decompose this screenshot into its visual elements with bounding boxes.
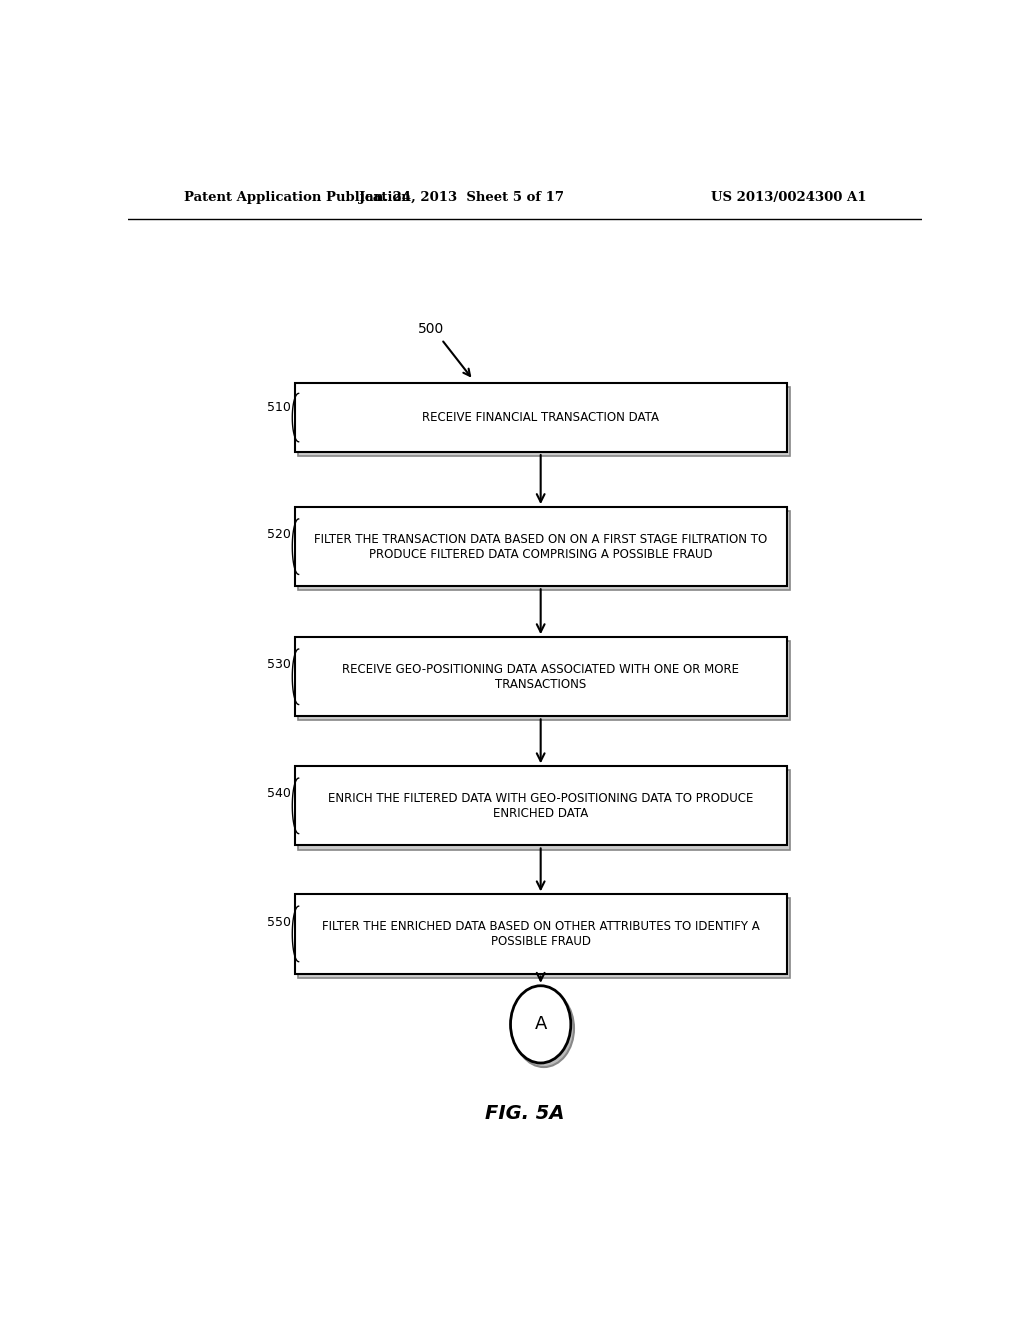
Text: Jan. 24, 2013  Sheet 5 of 17: Jan. 24, 2013 Sheet 5 of 17 [358, 190, 564, 203]
Circle shape [511, 986, 570, 1063]
Text: 540: 540 [267, 788, 291, 800]
Text: 530: 530 [267, 659, 291, 672]
Text: RECEIVE GEO-POSITIONING DATA ASSOCIATED WITH ONE OR MORE
TRANSACTIONS: RECEIVE GEO-POSITIONING DATA ASSOCIATED … [342, 663, 739, 690]
Circle shape [514, 990, 574, 1067]
Text: FILTER THE ENRICHED DATA BASED ON OTHER ATTRIBUTES TO IDENTIFY A
POSSIBLE FRAUD: FILTER THE ENRICHED DATA BASED ON OTHER … [322, 920, 760, 948]
Bar [295, 383, 786, 453]
Bar [295, 507, 786, 586]
Bar [298, 387, 790, 457]
Bar [298, 642, 790, 721]
Text: FILTER THE TRANSACTION DATA BASED ON ON A FIRST STAGE FILTRATION TO
PRODUCE FILT: FILTER THE TRANSACTION DATA BASED ON ON … [314, 533, 767, 561]
Bar [298, 899, 790, 978]
Bar [295, 766, 786, 846]
Bar [298, 511, 790, 590]
Bar [298, 771, 790, 850]
Text: 500: 500 [418, 322, 444, 337]
Text: 510: 510 [267, 401, 291, 413]
Text: A: A [535, 1015, 547, 1034]
Text: Patent Application Publication: Patent Application Publication [183, 190, 411, 203]
Bar [295, 894, 786, 974]
Text: US 2013/0024300 A1: US 2013/0024300 A1 [711, 190, 866, 203]
Text: 550: 550 [266, 916, 291, 928]
Bar [295, 638, 786, 717]
Text: 520: 520 [267, 528, 291, 541]
Text: RECEIVE FINANCIAL TRANSACTION DATA: RECEIVE FINANCIAL TRANSACTION DATA [422, 411, 659, 424]
Text: FIG. 5A: FIG. 5A [485, 1105, 564, 1123]
Text: ENRICH THE FILTERED DATA WITH GEO-POSITIONING DATA TO PRODUCE
ENRICHED DATA: ENRICH THE FILTERED DATA WITH GEO-POSITI… [328, 792, 754, 820]
